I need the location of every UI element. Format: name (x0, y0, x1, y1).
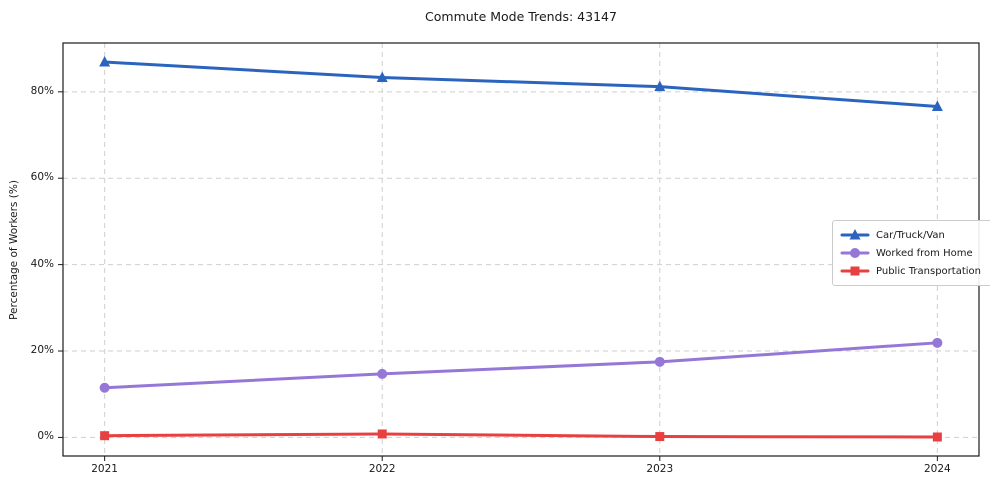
chart-title: Commute Mode Trends: 43147 (425, 9, 617, 24)
x-tick-label: 2022 (368, 463, 396, 475)
data-point-marker (100, 431, 110, 441)
y-axis-label: Percentage of Workers (%) (8, 180, 20, 320)
y-tick-label: 40% (30, 257, 54, 270)
data-point-marker (932, 432, 942, 442)
data-point-marker (654, 356, 665, 367)
legend-item-car-truck-van: Car/Truck/Van (840, 228, 981, 242)
x-tick-label: 2023 (646, 463, 674, 475)
data-point-marker (99, 56, 111, 67)
data-point-marker (931, 100, 943, 112)
series-line (103, 60, 939, 109)
y-tick-label: 80% (30, 84, 54, 97)
series-line (103, 341, 939, 390)
legend-line-square-icon (840, 266, 870, 276)
legend-marker (849, 229, 861, 240)
legend-line-circle-icon (840, 248, 870, 258)
data-point-marker (655, 432, 665, 442)
legend-label: Worked from Home (876, 247, 973, 259)
legend-label: Car/Truck/Van (876, 229, 945, 241)
legend: Car/Truck/Van Worked from Home Public Tr… (832, 220, 990, 286)
y-tick-label: 20% (30, 344, 54, 357)
data-point-marker (377, 429, 387, 439)
data-point-marker (377, 368, 388, 379)
data-point-marker (99, 382, 110, 393)
legend-marker (850, 266, 860, 276)
data-point-marker (932, 337, 943, 348)
series-line (103, 432, 939, 439)
legend-line-triangle-icon (840, 229, 870, 240)
data-point-marker (376, 71, 388, 83)
legend-item-worked-from-home: Worked from Home (840, 246, 981, 260)
x-tick-label: 2024 (923, 463, 951, 475)
x-tick-label: 2021 (91, 463, 118, 475)
y-tick-label: 0% (37, 430, 54, 443)
legend-item-public-transportation: Public Transportation (840, 264, 981, 278)
legend-marker (850, 248, 860, 258)
y-tick-label: 60% (30, 171, 54, 184)
data-point-marker (654, 80, 666, 92)
legend-label: Public Transportation (876, 265, 981, 277)
